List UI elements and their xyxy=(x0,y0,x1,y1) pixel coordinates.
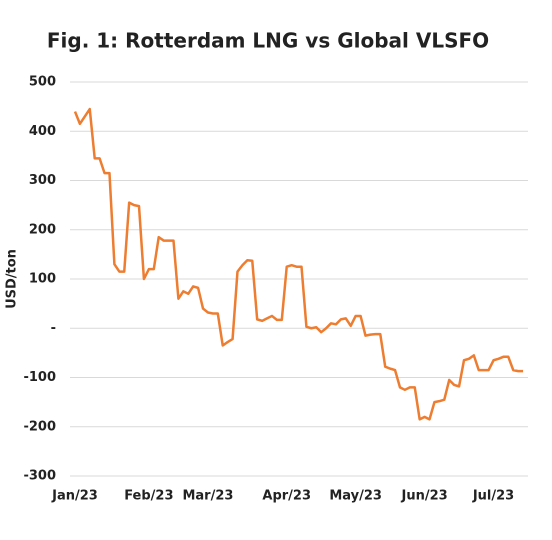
x-tick-label: Feb/23 xyxy=(124,489,173,504)
x-tick-label: May/23 xyxy=(329,489,382,504)
y-tick-label: 200 xyxy=(29,222,56,237)
y-tick-label: - xyxy=(51,321,56,336)
y-axis-label: USD/ton xyxy=(5,249,20,309)
y-tick-label: 300 xyxy=(29,173,56,188)
y-tick-label: 400 xyxy=(29,124,56,139)
y-tick-label: -300 xyxy=(23,469,56,484)
y-tick-label: -100 xyxy=(23,370,56,385)
y-tick-label: 100 xyxy=(29,272,56,287)
chart-title: Fig. 1: Rotterdam LNG vs Global VLSFO xyxy=(47,29,489,53)
x-tick-label: Mar/23 xyxy=(182,489,233,504)
y-tick-label: -200 xyxy=(23,419,56,434)
x-tick-label: Jun/23 xyxy=(401,489,448,504)
x-tick-label: Apr/23 xyxy=(262,489,311,504)
line-series xyxy=(73,107,524,421)
x-tick-label: Jan/23 xyxy=(51,489,98,504)
x-tick-label: Jul/23 xyxy=(472,489,514,504)
y-tick-label: 500 xyxy=(29,75,56,90)
